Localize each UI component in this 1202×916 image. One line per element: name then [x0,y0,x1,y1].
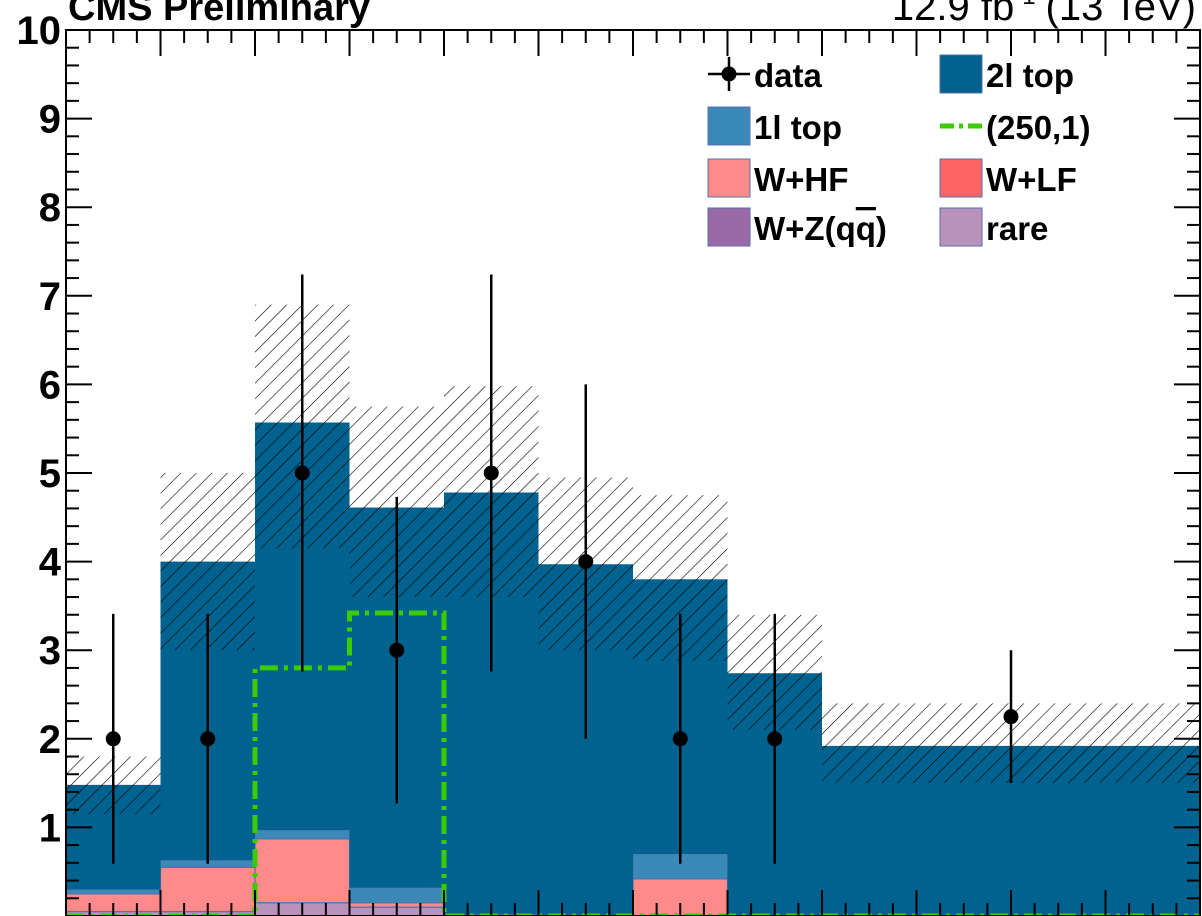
legend-swatch-wLF [939,158,983,198]
lumi-label: 12.9 fb-1 (13 TeV) [892,0,1196,29]
data-point-5 [578,554,594,570]
legend-label-top1l: 1l top [754,109,842,146]
data-point-2 [294,465,310,481]
y-tick-label: 10 [17,9,62,53]
data-point-8 [1003,709,1019,725]
y-tick-label: 5 [39,452,61,496]
bar-top1l-3 [348,887,445,904]
y-tick-label: 7 [39,275,61,319]
bar-top1l-2 [254,829,351,840]
data-point-4 [483,465,499,481]
y-tick-label: 9 [39,98,61,142]
cms-label: CMS Preliminary [68,0,370,29]
energy-label: (13 TeV) [1046,0,1196,29]
legend-swatch-top1l [707,106,751,146]
lumi-value: 12.9 fb [892,0,1014,29]
axes: 1 2 3 4 5 6 7 8 9 10 [17,9,1201,916]
y-tick-label: 4 [39,541,62,585]
header: CMS Preliminary 12.9 fb-1 (13 TeV) [68,0,1196,29]
y-tick-label: 8 [39,186,61,230]
legend-label-top2l: 2l top [986,57,1074,94]
legend-swatch-wHF [707,158,751,198]
signal-line [66,610,1200,916]
signal-curve [66,610,1200,916]
data-point-3 [389,642,405,658]
legend-label-wZ: W+Z(qq) [754,210,887,247]
y-tick-label: 3 [39,629,61,673]
lumi-exponent: -1 [1014,0,1035,10]
legend: data 2l top 1l top (250,1) W+HF W+LF W+Z(qq) ra… [707,54,1091,247]
legend-label-wLF: W+LF [986,161,1077,198]
y-tick-label: 2 [39,718,61,762]
legend-label-wHF: W+HF [754,161,848,198]
legend-label-signal: (250,1) [986,109,1091,146]
bar-top1l-0 [65,888,162,895]
data-point-1 [200,731,216,747]
y-tick-label: 1 [39,806,61,850]
data-point-6 [672,731,688,747]
data-point-0 [105,731,121,747]
legend-marker-data [721,66,737,82]
data-point-7 [767,731,783,747]
legend-swatch-wZ [707,207,751,247]
legend-label-rare: rare [986,210,1048,247]
data-points [105,274,1019,864]
legend-swatch-top2l [939,54,983,94]
bar-wHF-2 [254,838,351,904]
legend-label-data: data [754,57,823,94]
y-tick-label: 6 [39,363,61,407]
legend-swatch-rare [939,207,983,247]
